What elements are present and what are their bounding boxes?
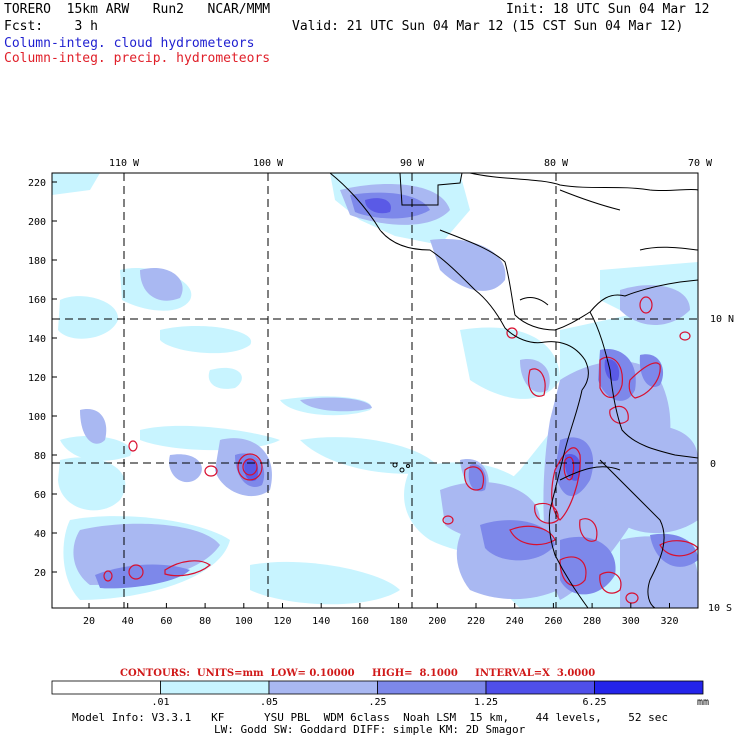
colorbar-swatch xyxy=(51,680,161,695)
x-tick-label: 200 xyxy=(428,616,446,627)
lon-label-100w: 100 W xyxy=(253,158,284,169)
colorbar-label: .05 xyxy=(260,697,278,708)
x-tick-label: 40 xyxy=(122,616,134,627)
axis-ticks xyxy=(52,181,670,608)
y-tick-label: 100 xyxy=(28,412,46,423)
colorbar-swatch xyxy=(594,680,704,695)
x-tick-label: 220 xyxy=(467,616,485,627)
x-tick-label: 180 xyxy=(390,616,408,627)
x-tick-label: 240 xyxy=(506,616,524,627)
x-tick-label: 160 xyxy=(351,616,369,627)
colorbar-units: mm xyxy=(697,697,709,708)
y-tick-label: 60 xyxy=(34,490,46,501)
y-tick-label: 20 xyxy=(34,568,46,579)
lon-label-80w: 80 W xyxy=(544,158,569,169)
x-tick-label: 280 xyxy=(583,616,601,627)
coastlines xyxy=(329,172,699,609)
y-tick-label: 40 xyxy=(34,529,46,540)
forecast-hour: Fcst: 3 h xyxy=(4,19,98,34)
lon-label-110w: 110 W xyxy=(109,158,140,169)
y-tick-label: 220 xyxy=(28,178,46,189)
colorbar-label: .01 xyxy=(151,697,169,708)
y-tick-label: 120 xyxy=(28,373,46,384)
y-tick-label: 180 xyxy=(28,256,46,267)
x-tick-label: 120 xyxy=(273,616,291,627)
x-tick-label: 100 xyxy=(235,616,253,627)
field-precip-label: Column-integ. precip. hydrometeors xyxy=(4,51,271,66)
colorbar-label: 1.25 xyxy=(474,697,498,708)
lat-label-10s: 10 S xyxy=(708,603,732,614)
graticule xyxy=(52,173,698,608)
y-tick-label: 80 xyxy=(34,451,46,462)
x-tick-label: 320 xyxy=(660,616,678,627)
x-tick-label: 300 xyxy=(622,616,640,627)
init-time: Init: 18 UTC Sun 04 Mar 12 xyxy=(506,2,710,17)
lat-label-0: 0 xyxy=(710,459,716,470)
colorbar-label: .25 xyxy=(368,697,386,708)
y-tick-label: 140 xyxy=(28,334,46,345)
colorbar-swatch xyxy=(485,680,595,695)
colorbar-label: 6.25 xyxy=(582,697,606,708)
precip-contours xyxy=(103,296,699,604)
x-tick-label: 260 xyxy=(544,616,562,627)
x-tick-label: 60 xyxy=(160,616,172,627)
valid-time: Valid: 21 UTC Sun 04 Mar 12 (15 CST Sun … xyxy=(292,19,684,34)
x-tick-label: 20 xyxy=(83,616,95,627)
x-tick-label: 80 xyxy=(199,616,211,627)
lat-label-10n: 10 N xyxy=(710,314,734,325)
model-info-line1: Model Info: V3.3.1 KF YSU PBL WDM 6class… xyxy=(72,711,669,724)
lon-label-70w: 70 W xyxy=(688,158,713,169)
field-cloud-label: Column-integ. cloud hydrometeors xyxy=(4,36,255,51)
model-info-line2: LW: Godd SW: Goddard DIFF: simple KM: 2D… xyxy=(214,723,526,736)
map-frame xyxy=(51,172,699,609)
contours-info: CONTOURS: UNITS=mm LOW= 0.10000 HIGH= 8.… xyxy=(120,668,596,679)
colorbar-swatch xyxy=(160,680,270,695)
colorbar-swatch xyxy=(377,680,487,695)
colorbar: .01 .05 .25 1.25 6.25 mm xyxy=(51,680,709,708)
colorbar-swatch xyxy=(268,680,378,695)
y-tick-label: 200 xyxy=(28,217,46,228)
model-title: TORERO 15km ARW Run2 NCAR/MMM xyxy=(4,2,271,17)
x-tick-label: 140 xyxy=(312,616,330,627)
y-tick-label: 160 xyxy=(28,295,46,306)
lon-label-90w: 90 W xyxy=(400,158,425,169)
